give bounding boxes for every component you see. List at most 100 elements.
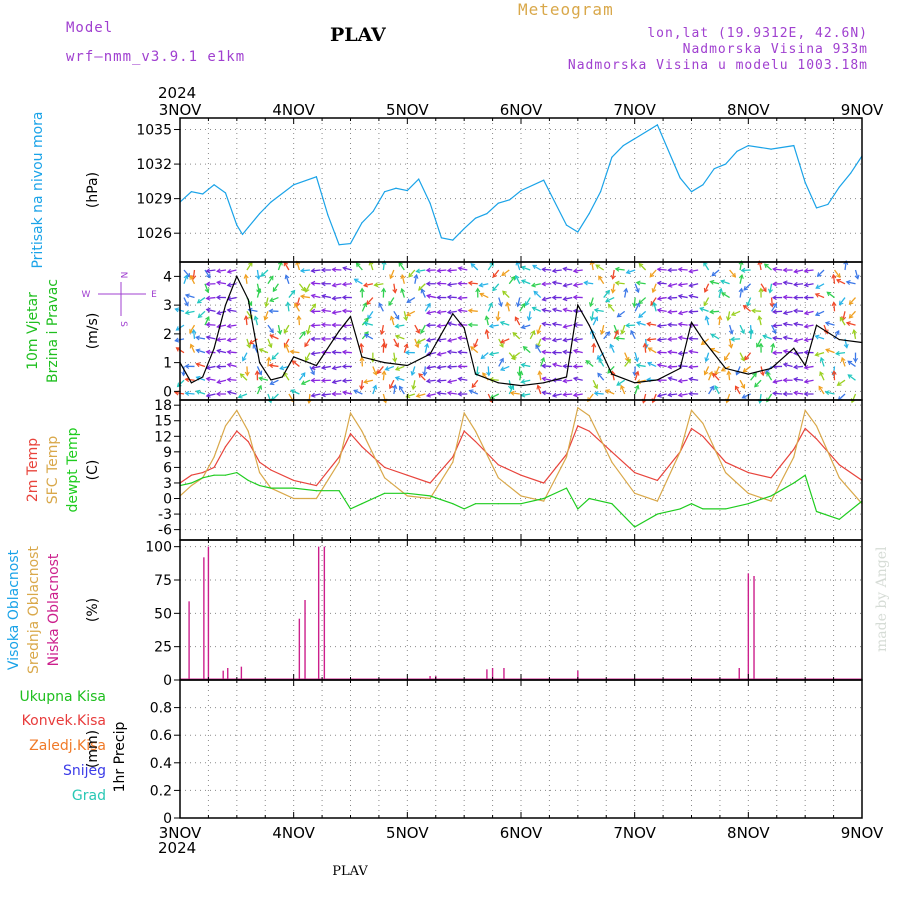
wind-arrow-head bbox=[175, 326, 181, 331]
temperature-point bbox=[236, 409, 238, 411]
wind-arrow-head bbox=[384, 366, 390, 371]
wind-arrow-head bbox=[751, 308, 756, 314]
wind-arrow-head bbox=[258, 376, 264, 382]
wind-arrow-head bbox=[646, 337, 652, 343]
pressure-point bbox=[725, 163, 727, 165]
wind-arrow bbox=[573, 393, 583, 397]
wind-arrow bbox=[406, 310, 416, 317]
wind-arrow-head bbox=[562, 307, 568, 313]
wind-arrow-head bbox=[782, 335, 788, 341]
wind-arrow-head bbox=[363, 282, 369, 288]
wind-arrow-head bbox=[320, 392, 326, 398]
wind-arrow bbox=[817, 269, 825, 277]
wind-arrow bbox=[818, 386, 825, 395]
wind-point bbox=[804, 364, 806, 367]
wind-arrow bbox=[783, 281, 793, 285]
wind-arrow bbox=[369, 261, 374, 271]
wind-arrow-head bbox=[772, 379, 778, 384]
wind-arrow-head bbox=[793, 376, 799, 382]
wind-arrow bbox=[804, 379, 814, 383]
wind-arrow bbox=[750, 372, 757, 381]
wind-arrow-head bbox=[205, 315, 210, 321]
wind-arrow bbox=[633, 297, 636, 307]
temperature-point bbox=[293, 487, 295, 489]
wind-point bbox=[702, 339, 704, 341]
temperature-point bbox=[384, 477, 386, 479]
wind-arrow bbox=[426, 379, 436, 382]
wind-arrow-head bbox=[520, 265, 526, 271]
wind-arrow bbox=[377, 366, 384, 374]
wind-arrow bbox=[437, 365, 447, 369]
wind-arrow bbox=[528, 311, 531, 321]
wind-arrow bbox=[259, 377, 269, 381]
wind-arrow-head bbox=[226, 349, 232, 355]
wind-arrow bbox=[332, 283, 342, 287]
wind-arrow-head bbox=[416, 339, 422, 344]
wind-arrow-head bbox=[593, 384, 599, 390]
temperature-point bbox=[247, 479, 249, 481]
cloud-unit-label: (%) bbox=[85, 598, 101, 622]
wind-arrow-head bbox=[845, 321, 851, 327]
wind-arrow bbox=[668, 323, 678, 326]
wind-arrow bbox=[794, 365, 804, 368]
wind-arrow-head bbox=[392, 288, 398, 294]
temperature-point bbox=[474, 503, 477, 505]
wind-arrow-head bbox=[403, 316, 409, 322]
wind-arrow bbox=[794, 378, 804, 381]
wind-arrow-head bbox=[699, 306, 705, 312]
wind-arrow-head bbox=[446, 267, 452, 273]
wind-arrow-head bbox=[436, 323, 442, 329]
wind-arrow bbox=[390, 316, 395, 326]
wind-arrow-head bbox=[667, 267, 672, 273]
pressure-point bbox=[713, 168, 715, 170]
wind-arrow bbox=[272, 283, 279, 292]
wind-arrow bbox=[206, 269, 216, 272]
wind-arrow-head bbox=[677, 266, 683, 273]
wind-arrow-head bbox=[299, 268, 305, 274]
wind-arrow bbox=[647, 362, 657, 368]
pressure-axis-title-0: Pritisak na nivou mora bbox=[30, 111, 46, 268]
temperature-point bbox=[474, 430, 477, 432]
wind-arrow-head bbox=[204, 288, 210, 294]
wind-arrow bbox=[703, 262, 710, 271]
wind-point bbox=[338, 330, 340, 332]
wind-arrow-head bbox=[535, 344, 540, 350]
wind-arrow bbox=[597, 372, 605, 381]
wind-arrow bbox=[426, 338, 436, 342]
wind-arrow-head bbox=[591, 342, 597, 348]
wind-arrow-head bbox=[803, 349, 809, 355]
wind-arrow-head bbox=[359, 385, 365, 391]
wind-arrow-head bbox=[405, 393, 411, 399]
temperature-point bbox=[725, 461, 727, 463]
temperature-point bbox=[702, 422, 704, 424]
wind-arrow bbox=[502, 290, 510, 299]
wind-arrow bbox=[500, 365, 510, 371]
wind-arrow bbox=[260, 269, 269, 277]
wind-arrow bbox=[825, 348, 835, 354]
temperature-point bbox=[361, 446, 363, 448]
wind-arrow bbox=[398, 262, 405, 271]
wind-arrow-head bbox=[831, 273, 837, 279]
wind-arrow-head bbox=[363, 379, 369, 385]
wind-arrow-head bbox=[772, 309, 777, 315]
wind-arrow-head bbox=[677, 293, 683, 299]
wind-arrow bbox=[227, 338, 237, 341]
wind-arrow bbox=[689, 350, 699, 354]
wind-arrow bbox=[710, 348, 720, 354]
wind-arrow bbox=[271, 393, 279, 401]
wind-arrow-head bbox=[254, 370, 260, 375]
temperature-point bbox=[236, 430, 238, 432]
wind-arrow-head bbox=[174, 307, 180, 313]
wind-arrow bbox=[605, 296, 615, 302]
wind-arrow bbox=[783, 363, 793, 368]
wind-point bbox=[293, 356, 295, 358]
wind-arrow bbox=[480, 352, 489, 359]
wind-arrow-head bbox=[848, 300, 854, 305]
wind-point bbox=[520, 385, 522, 387]
wind-arrow bbox=[773, 392, 783, 395]
wind-arrow bbox=[726, 393, 731, 403]
wind-point bbox=[679, 367, 681, 369]
wind-arrow bbox=[705, 352, 710, 362]
wind-arrow-head bbox=[843, 260, 849, 265]
wind-arrow bbox=[762, 335, 772, 340]
